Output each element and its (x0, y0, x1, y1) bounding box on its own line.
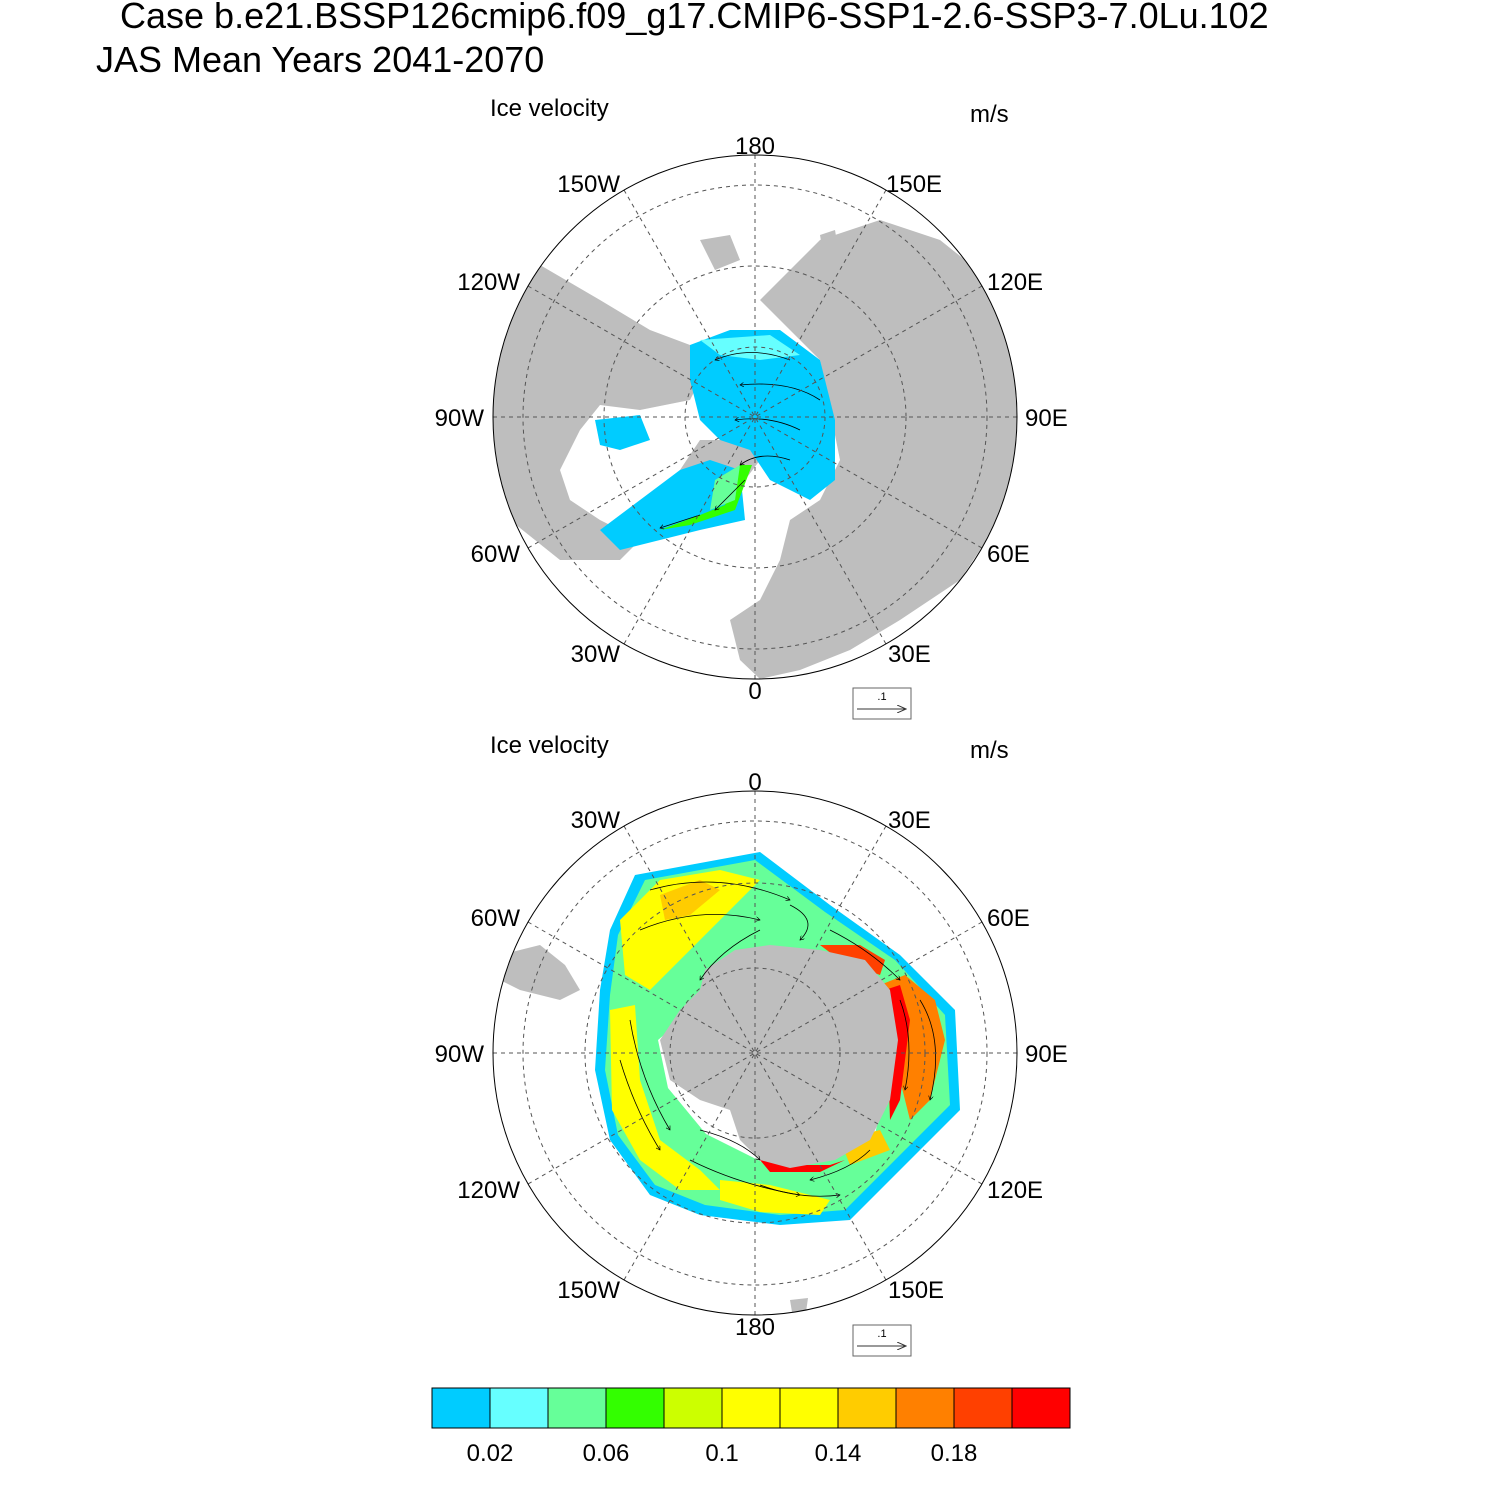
colorbar-tick-label: 0.14 (815, 1440, 862, 1467)
colorbar: 0.02 0.06 0.1 0.14 0.18 (431, 1387, 1071, 1467)
south-lon-label-0: 0 (748, 769, 761, 796)
south-lon-label-90w: 90W (435, 1041, 485, 1068)
colorbar-tick-label: 0.06 (583, 1440, 630, 1467)
north-ice-field (595, 330, 835, 550)
south-reference-vector: .1 (852, 1324, 912, 1357)
north-lon-label-150w: 150W (557, 171, 620, 198)
north-map: Ice velocity m/s (435, 95, 1068, 720)
south-lon-label-30e: 30E (888, 807, 931, 834)
south-land-south-america (500, 945, 580, 1000)
colorbar-box (721, 1387, 781, 1429)
north-reference-label: .1 (877, 691, 886, 703)
colorbar-tick-label: 0.1 (705, 1440, 738, 1467)
case-title: Case b.e21.BSSP126cmip6.f09_g17.CMIP6-SS… (120, 0, 1269, 36)
colorbar-box (953, 1387, 1013, 1429)
colorbar-box (431, 1387, 491, 1429)
south-land-island (790, 1298, 808, 1312)
south-lon-label-150e: 150E (888, 1277, 944, 1304)
south-lon-labels: 0 30E 60E 90E 120E 150E 180 150W 120W 90… (435, 769, 1068, 1341)
south-vectors (619, 881, 937, 1196)
south-units: m/s (970, 737, 1009, 764)
north-lon-label-60w: 60W (471, 541, 521, 568)
north-lon-label-0: 0 (748, 678, 761, 705)
south-lon-label-150w: 150W (557, 1277, 620, 1304)
north-lon-label-120w: 120W (457, 269, 520, 296)
colorbar-box (489, 1387, 549, 1429)
north-lon-label-60e: 60E (987, 541, 1030, 568)
south-lon-label-120w: 120W (457, 1177, 520, 1204)
south-map: Ice velocity m/s (435, 732, 1068, 1357)
south-land-antarctica (660, 945, 898, 1168)
colorbar-box (663, 1387, 723, 1429)
north-lon-labels: 180 150E 120E 90E 60E 30E 0 30W 60W 90W … (435, 133, 1068, 705)
north-lon-label-30w: 30W (571, 641, 621, 668)
colorbar-box (547, 1387, 607, 1429)
north-units: m/s (970, 101, 1009, 128)
south-lon-label-30w: 30W (571, 807, 621, 834)
north-land (493, 220, 1017, 679)
north-lon-label-150e: 150E (886, 171, 942, 198)
south-lon-label-90e: 90E (1025, 1041, 1068, 1068)
north-lon-label-120e: 120E (987, 269, 1043, 296)
south-graticule (493, 791, 1017, 1315)
mean-title: JAS Mean Years 2041-2070 (96, 39, 545, 80)
south-lon-label-180: 180 (735, 1314, 775, 1341)
colorbar-tick-label: 0.02 (467, 1440, 514, 1467)
colorbar-tick-label: 0.18 (931, 1440, 978, 1467)
north-graticule (493, 155, 1017, 679)
south-lon-label-60w: 60W (471, 905, 521, 932)
south-map-content (493, 791, 1017, 1315)
north-vectors (660, 352, 821, 529)
north-map-content (493, 155, 1017, 679)
north-reference-vector: .1 (852, 687, 912, 720)
colorbar-box (1011, 1387, 1071, 1429)
north-lon-label-90e: 90E (1025, 405, 1068, 432)
south-lon-label-120e: 120E (987, 1177, 1043, 1204)
colorbar-box (895, 1387, 955, 1429)
north-title: Ice velocity (490, 95, 609, 122)
north-lon-label-180: 180 (735, 133, 775, 160)
colorbar-box (779, 1387, 839, 1429)
colorbar-box (605, 1387, 665, 1429)
north-boundary (492, 154, 1018, 680)
north-lon-label-90w: 90W (435, 405, 485, 432)
south-lon-label-60e: 60E (987, 905, 1030, 932)
colorbar-box (837, 1387, 897, 1429)
north-lon-label-30e: 30E (888, 641, 931, 668)
south-reference-label: .1 (877, 1328, 886, 1340)
south-boundary (492, 790, 1018, 1316)
south-title: Ice velocity (490, 732, 609, 759)
